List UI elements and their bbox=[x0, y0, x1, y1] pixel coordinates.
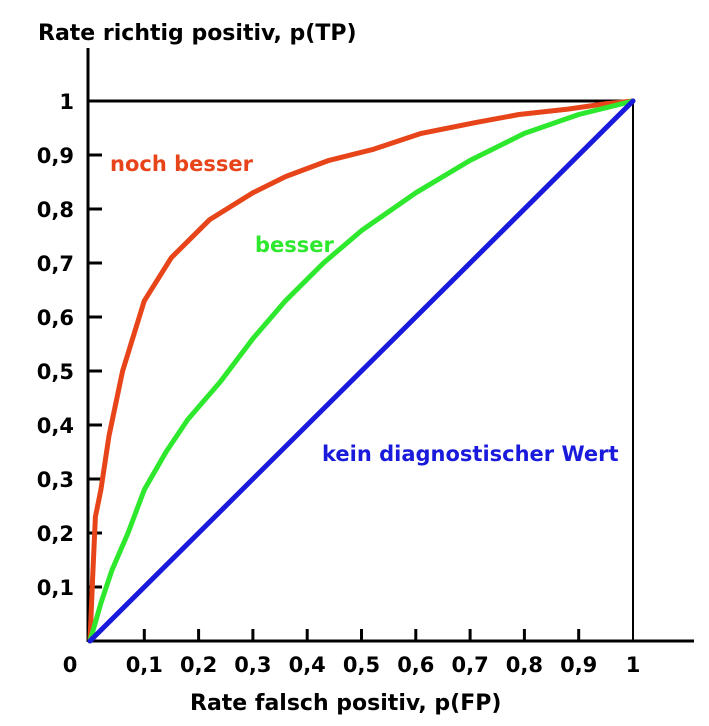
label-besser: besser bbox=[255, 233, 335, 257]
label-noch-besser: noch besser bbox=[110, 152, 254, 176]
y-axis-title: Rate richtig positiv, p(TP) bbox=[38, 21, 357, 46]
y-tick-label: 0,6 bbox=[37, 306, 74, 330]
x-tick-label: 0,4 bbox=[289, 653, 326, 677]
y-tick-label: 0,1 bbox=[37, 576, 74, 600]
x-tick-label: 0,9 bbox=[560, 653, 597, 677]
x-tick-label: 0 bbox=[63, 653, 78, 677]
x-tick-label: 0,1 bbox=[126, 653, 163, 677]
x-tick-label: 1 bbox=[626, 653, 641, 677]
x-tick-label: 0,5 bbox=[343, 653, 380, 677]
x-axis-title: Rate falsch positiv, p(FP) bbox=[190, 691, 501, 716]
y-tick-label: 0,8 bbox=[37, 198, 74, 222]
roc-curve-besser bbox=[87, 98, 636, 644]
roc-curve-noch-besser bbox=[87, 98, 636, 644]
y-tick-label: 0,2 bbox=[37, 522, 74, 546]
y-tick-label: 0,9 bbox=[37, 144, 74, 168]
roc-curve-kein-diagnostischer-wert bbox=[87, 98, 636, 644]
label-kein-diagnostischer-wert: kein diagnostischer Wert bbox=[322, 442, 619, 466]
x-tick-label: 0,2 bbox=[180, 653, 217, 677]
y-tick-label: 1 bbox=[59, 90, 74, 114]
x-tick-label: 0,3 bbox=[234, 653, 271, 677]
x-tick-label: 0,8 bbox=[506, 653, 543, 677]
x-tick-label: 0,7 bbox=[451, 653, 488, 677]
y-tick-label: 0,4 bbox=[37, 414, 74, 438]
y-tick-label: 0,7 bbox=[37, 252, 74, 276]
y-tick-label: 0,5 bbox=[37, 360, 74, 384]
y-tick-label: 0,3 bbox=[37, 468, 74, 492]
x-tick-label: 0,6 bbox=[397, 653, 434, 677]
